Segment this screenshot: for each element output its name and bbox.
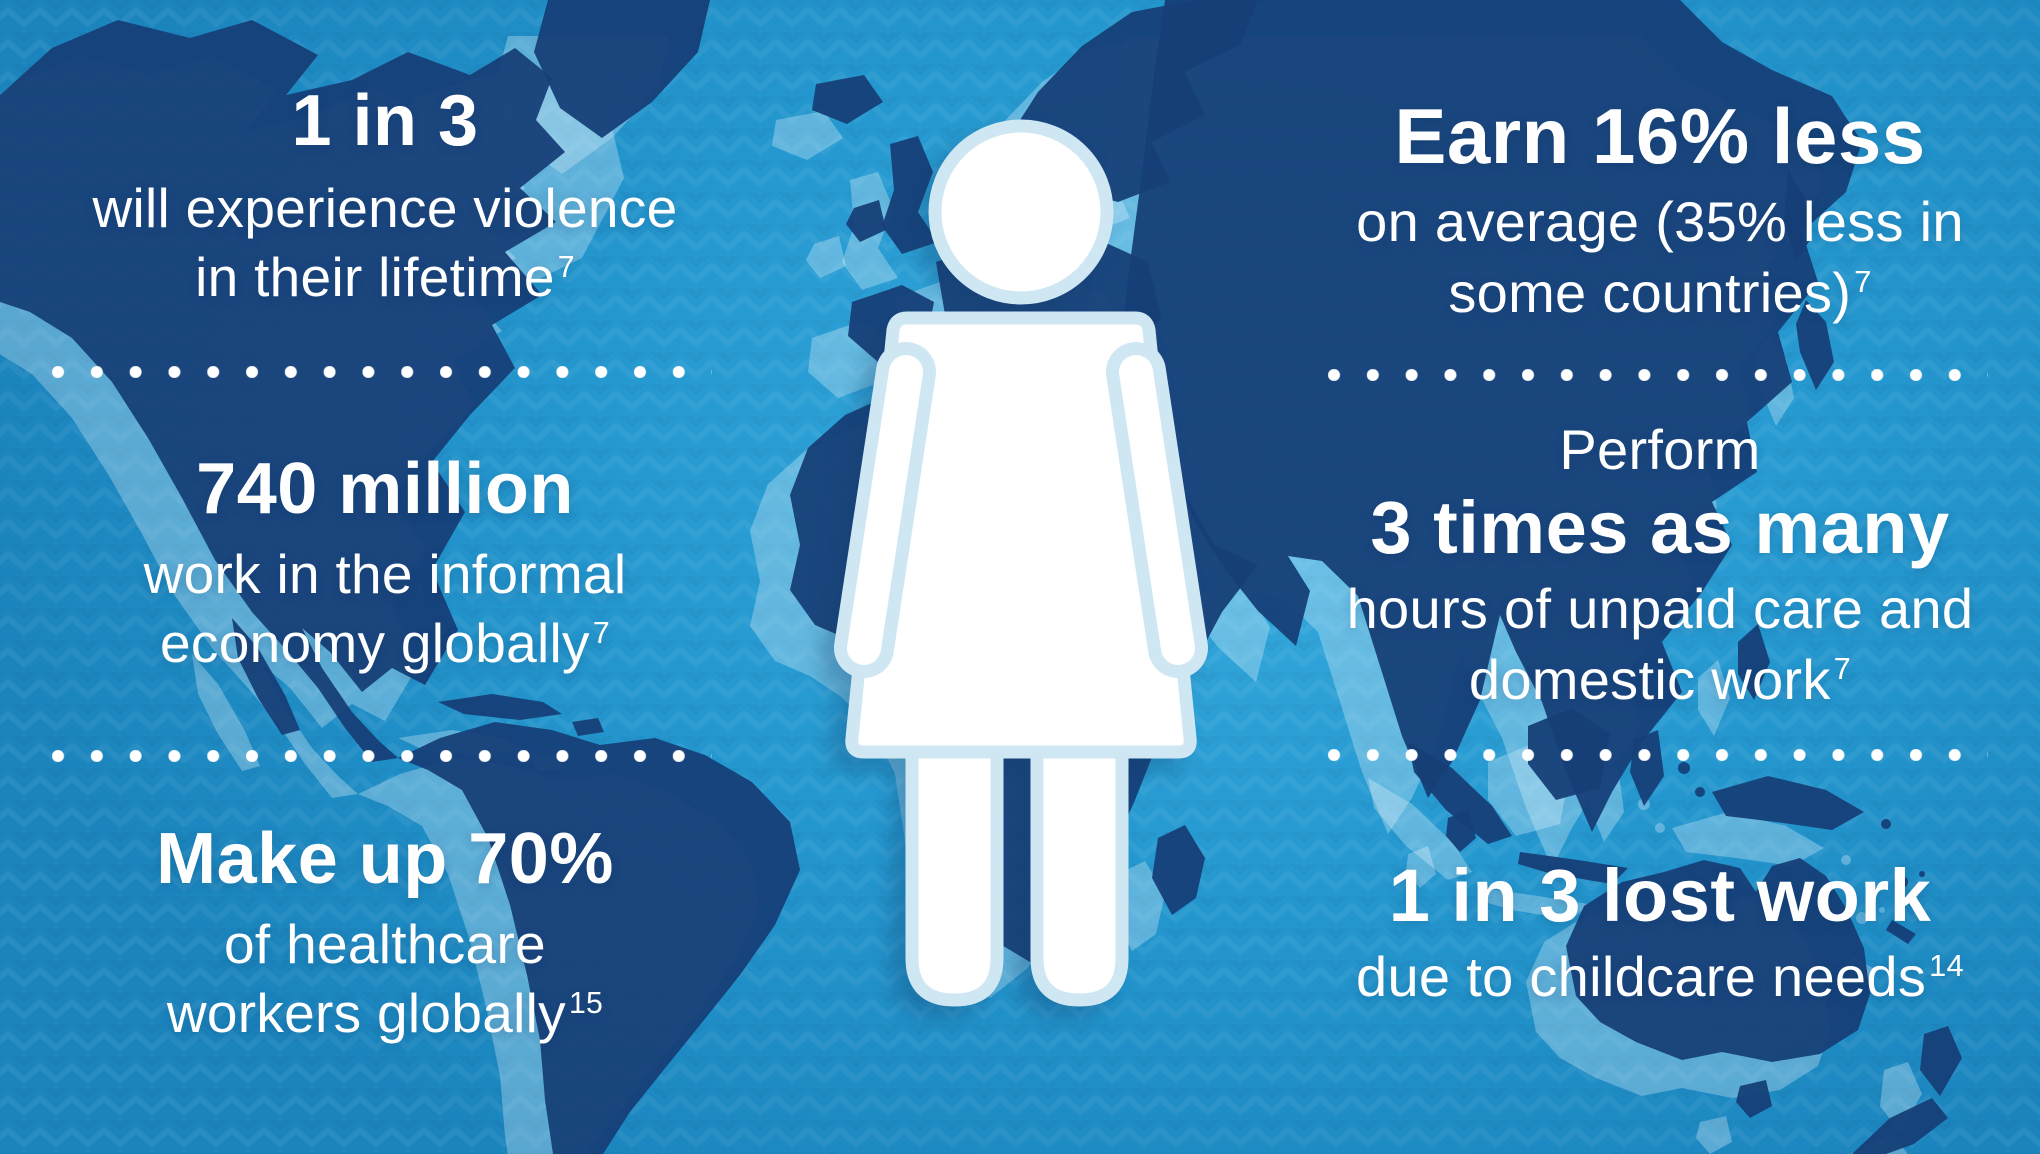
stat-headline: 1 in 3 — [291, 81, 479, 161]
stat-line: will experience violence — [92, 176, 678, 239]
stat-line: on average (35% less in — [1356, 189, 1964, 253]
dotted-divider — [1328, 369, 1988, 381]
stat-headline: 3 times as many — [1370, 486, 1950, 570]
figure-leg-right — [1030, 738, 1129, 1007]
stat-line: hours of unpaid care and — [1346, 576, 1974, 640]
stat-unpaid-care: Perform 3 times as many hours of unpaid … — [1302, 414, 2018, 715]
stat-headline: 1 in 3 lost work — [1388, 854, 1932, 937]
stat-healthcare-workers: Make up 70% of healthcare workers global… — [28, 819, 742, 1048]
stat-headline: Make up 70% — [156, 819, 614, 899]
figure-arm-left-fill — [847, 355, 923, 665]
dotted-divider — [52, 750, 712, 762]
footnote-ref: 14 — [1929, 948, 1964, 984]
figure-head — [928, 119, 1114, 305]
stat-childcare: 1 in 3 lost work due to childcare needs1… — [1302, 857, 2018, 1012]
figure-leg-left — [905, 738, 1004, 1007]
woman-icon — [834, 119, 1208, 1007]
stat-line: workers globally15 — [166, 981, 604, 1044]
stat-informal-economy: 740 million work in the informal economy… — [28, 449, 742, 678]
stat-violence: 1 in 3 will experience violence in their… — [28, 81, 742, 312]
stat-headline: Earn 16% less — [1394, 92, 1926, 180]
stat-line: Perform — [1559, 418, 1761, 481]
stat-pay-gap: Earn 16% less on average (35% less in so… — [1302, 92, 2018, 328]
stat-line: work in the informal — [143, 542, 627, 605]
stat-line: economy globally7 — [160, 611, 610, 674]
stat-headline: 740 million — [196, 449, 574, 529]
figure-dress — [845, 311, 1197, 759]
footnote-ref: 7 — [1854, 264, 1872, 300]
stat-line: some countries)7 — [1448, 261, 1872, 324]
footnote-ref: 7 — [1833, 651, 1852, 687]
stat-line: of healthcare — [224, 912, 546, 975]
dotted-divider — [1328, 749, 1988, 761]
stat-line: domestic work7 — [1468, 647, 1852, 711]
figure-arm-right-fill — [1119, 355, 1195, 665]
footnote-ref: 15 — [568, 986, 604, 1020]
dotted-divider — [52, 366, 712, 378]
footnote-ref: 7 — [557, 250, 575, 284]
stat-line: in their lifetime7 — [195, 245, 575, 308]
stat-line: due to childcare needs14 — [1356, 944, 1964, 1008]
footnote-ref: 7 — [592, 616, 610, 650]
